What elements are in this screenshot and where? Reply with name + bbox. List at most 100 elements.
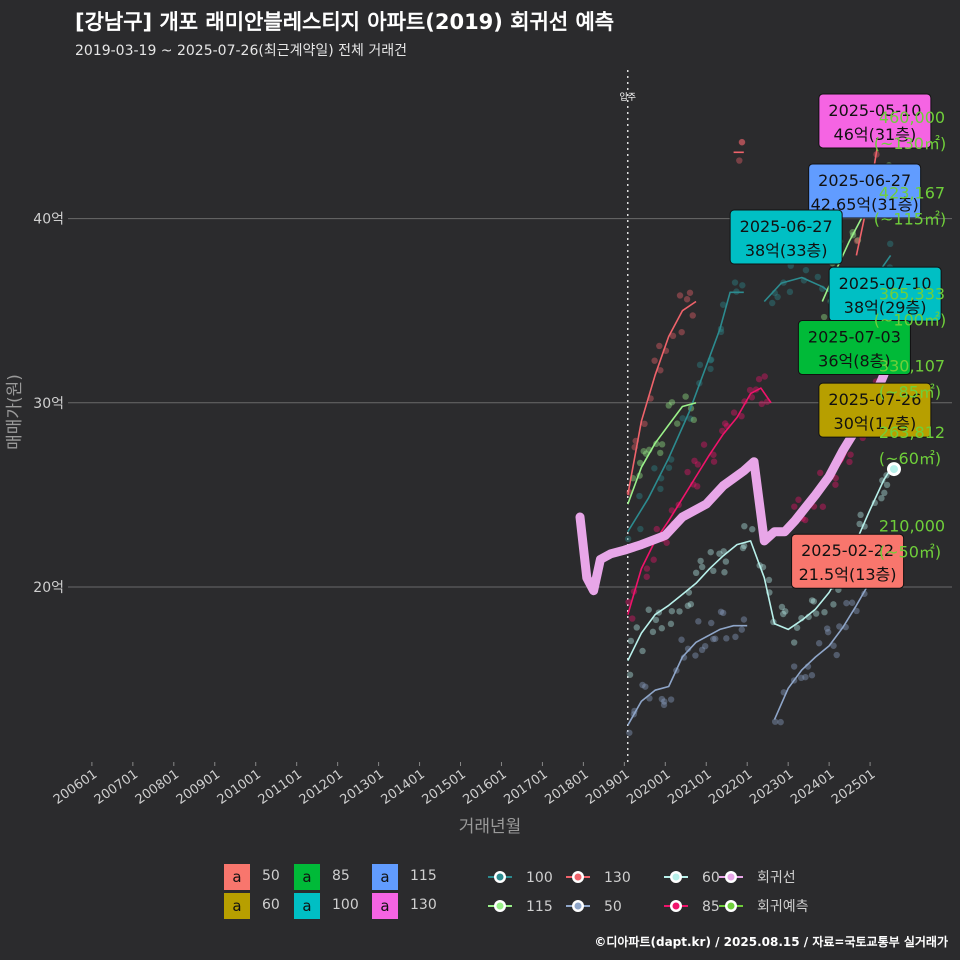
scatter-point: [883, 481, 891, 489]
x-tick-label: 200901: [174, 767, 223, 808]
x-tick-label: 202501: [829, 767, 878, 808]
scatter-point: [691, 457, 698, 465]
scatter-point: [661, 698, 668, 705]
scatter-point: [765, 576, 773, 584]
scatter-point: [633, 624, 640, 631]
scatter-point: [755, 375, 763, 383]
scatter-point: [640, 447, 647, 455]
scatter-point: [679, 415, 686, 422]
scatter-point: [795, 496, 802, 503]
scatter-point: [657, 485, 664, 493]
scatter-point: [707, 365, 714, 373]
forecast-point-core-60: [889, 465, 898, 474]
scatter-point: [738, 412, 745, 420]
scatter-point: [739, 544, 747, 552]
legend-line-label: 회귀선: [757, 870, 796, 886]
scatter-point: [710, 635, 717, 643]
regression-line: [575, 352, 896, 596]
scatter-point: [779, 610, 787, 618]
scatter-point: [771, 718, 779, 725]
scatter-point: [720, 548, 727, 555]
scatter-point: [657, 449, 664, 457]
x-tick-label: 202001: [624, 767, 673, 808]
forecast-area: (~130㎡): [874, 134, 946, 153]
scatter-point: [798, 674, 805, 682]
x-tick-label: 201401: [379, 767, 428, 808]
forecast-area: (~100㎡): [874, 311, 946, 330]
scatter-point: [719, 609, 727, 617]
legend-line-label: 130: [604, 870, 631, 886]
series-line-115: [627, 402, 697, 505]
scatter-point: [769, 299, 776, 307]
scatter-point: [719, 301, 727, 308]
legend-point-key-core: [727, 902, 735, 910]
x-tick-label: 201201: [297, 767, 346, 808]
x-tick-label: 201101: [256, 767, 305, 808]
scatter-point: [846, 458, 853, 466]
scatter-point: [651, 465, 658, 472]
scatter-point: [830, 642, 837, 649]
source-footer: ©디아파트(dapt.kr) / 2025.08.15 / 자료=국토교통부 실…: [594, 935, 948, 949]
series-line-100: [627, 291, 744, 533]
scatter-point: [824, 628, 832, 636]
x-tick-label: 200701: [92, 767, 141, 808]
legend-point-key-core: [496, 873, 504, 881]
annotation-box: [791, 533, 905, 589]
annotation-date: 2025-05-10: [828, 101, 921, 120]
scatter-point: [626, 671, 634, 678]
scatter-point: [692, 569, 700, 577]
scatter-point: [686, 289, 694, 296]
scatter-point: [777, 718, 784, 726]
scatter-point: [645, 606, 652, 613]
scatter-point: [687, 415, 694, 422]
forecast-area: (~115㎡): [874, 209, 946, 228]
scatter-point: [636, 492, 643, 500]
legend-swatch-130: a: [372, 893, 398, 919]
scatter-point: [658, 695, 666, 703]
y-tick-label: 20억: [33, 580, 64, 596]
scatter-point: [730, 409, 738, 416]
scatter-point: [636, 459, 644, 467]
forecast-value: 263,812: [879, 423, 945, 442]
scatter-point: [758, 400, 765, 408]
scatter-point: [674, 420, 681, 427]
legend-point-key-core: [672, 873, 680, 881]
forecast-value: 210,000: [879, 517, 945, 536]
scatter-point: [698, 563, 706, 571]
scatter-point: [696, 361, 704, 369]
scatter-point: [887, 240, 894, 248]
scatter-point: [802, 266, 810, 274]
scatter-point: [650, 556, 657, 563]
legend-swatch-85: a: [294, 864, 320, 890]
scatter-point: [710, 451, 717, 458]
annotation-price: 38억(29층): [844, 298, 927, 317]
scatter-point: [667, 696, 675, 703]
legend-point-key-core: [574, 902, 582, 910]
chart-title: [강남구] 개포 래미안블레스티지 아파트(2019) 회귀선 예측: [75, 10, 615, 34]
scatter-point: [802, 516, 809, 524]
scatter-point: [698, 646, 706, 654]
annotation-date: 2025-06-27: [740, 217, 833, 236]
legend-label: 130: [410, 897, 437, 913]
scatter-point: [749, 526, 756, 533]
legend-point-key-core: [496, 902, 504, 910]
scatter-point: [843, 599, 850, 607]
scatter-point: [712, 635, 719, 642]
scatter-point: [717, 608, 725, 616]
scatter-point: [793, 624, 801, 631]
scatter-point: [684, 645, 692, 652]
series-line-50: [627, 624, 748, 726]
scatter-point: [660, 701, 668, 709]
x-tick-label: 201701: [501, 767, 550, 808]
scatter-point: [815, 640, 823, 647]
x-tick-label: 202301: [747, 767, 796, 808]
forecast-value: 365,333: [879, 285, 945, 304]
scatter-point: [736, 157, 743, 164]
legend-swatch-50: a: [224, 864, 250, 890]
x-tick-label: 201301: [338, 767, 387, 808]
annotation-price: 21.5억(13층): [799, 565, 897, 584]
scatter-point: [812, 610, 820, 617]
scatter-point: [808, 597, 816, 604]
scatter-point: [832, 481, 839, 488]
